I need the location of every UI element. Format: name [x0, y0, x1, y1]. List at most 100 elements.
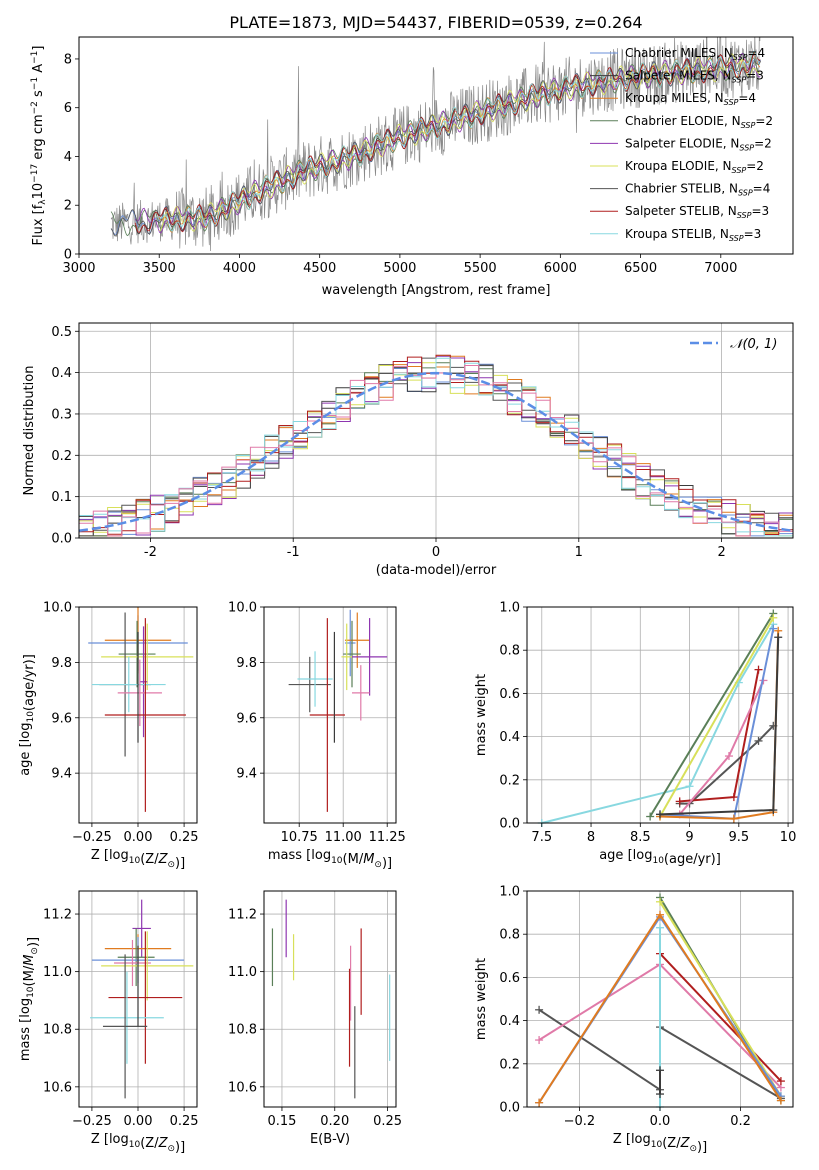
- y-tick-label: 0.6: [499, 687, 520, 702]
- x-axis-label: age [log10(age/yr)]: [599, 848, 721, 867]
- y-tick-label: 0.6: [499, 971, 520, 986]
- errorbars: [288, 609, 388, 812]
- y-tick-label: 11.0: [43, 965, 72, 980]
- x-axis-label: wavelength [Angstrom, rest frame]: [322, 283, 551, 298]
- y-tick-label: 10.8: [43, 1023, 72, 1038]
- y-tick-label: 0.2: [51, 449, 72, 464]
- x-axis-label: Z [log10(Z/Z⊙)]: [613, 1132, 707, 1155]
- x-tick-label: 6500: [624, 261, 657, 276]
- errorbars: [88, 607, 194, 812]
- y-tick-label: 0.4: [499, 730, 520, 745]
- plot-frame: [78, 36, 794, 255]
- x-tick-label: 0: [432, 545, 440, 560]
- y-tick-label: 9.8: [236, 656, 257, 671]
- y-tick-label: 1.0: [499, 885, 520, 900]
- x-tick-label: 2: [717, 545, 725, 560]
- y-tick-label: 0.2: [499, 773, 520, 788]
- x-tick-label: 0.15: [267, 1114, 296, 1129]
- x-tick-label: 0.25: [170, 1114, 199, 1129]
- frame-residuals: -2 -1 0 1 2 0.0 0.1 0.2 0.3 0.4 0.5: [51, 322, 794, 560]
- errorbars: [271, 899, 391, 1099]
- weight-line: [679, 725, 775, 805]
- y-tick-label: 0: [64, 248, 72, 263]
- weight-line: [659, 901, 782, 1097]
- x-tick-label: 1: [575, 545, 583, 560]
- histogram-step: [79, 357, 793, 537]
- y-axis-label: Flux [fλ10−17 erg cm−2 s−1 A−1]: [30, 46, 48, 246]
- legend: Chabrier MILES, NSSP=4 Salpeter MILES, NS…: [590, 46, 773, 243]
- x-tick-label: 5500: [464, 261, 497, 276]
- x-tick-label: 11.00: [325, 830, 362, 845]
- y-tick-label: 11.2: [43, 908, 72, 923]
- x-tick-label: 4000: [223, 261, 256, 276]
- frame-age-vs-mass: 10.75 11.00 11.25 9.4 9.6 9.8 10.0: [228, 601, 406, 846]
- y-axis-label: mass weight: [474, 958, 489, 1040]
- y-axis-label: mass weight: [474, 674, 489, 756]
- weight-line: [649, 612, 775, 818]
- x-axis-label: Z [log10(Z/Z⊙)]: [91, 848, 185, 871]
- y-axis-label: mass [log10(M/M⊙)]: [18, 937, 41, 1061]
- chart-title: PLATE=1873, MJD=54437, FIBERID=0539, z=0…: [229, 13, 642, 32]
- plot-frame: [263, 606, 397, 824]
- y-tick-label: 0.8: [499, 928, 520, 943]
- y-tick-label: 0.4: [499, 1014, 520, 1029]
- legend-label: Chabrier ELODIE, NSSP=2: [625, 114, 773, 130]
- frame-age-vs-Z: −0.25 0.00 0.25 9.4 9.6 9.8 10.0: [43, 601, 199, 846]
- legend-label: Salpeter MILES, NSSP=3: [625, 69, 764, 85]
- y-tick-label: 11.0: [228, 965, 257, 980]
- y-tick-label: 1.0: [499, 601, 520, 616]
- y-tick-label: 0.4: [51, 366, 72, 381]
- y-tick-label: 0.2: [499, 1057, 520, 1072]
- y-tick-label: 11.2: [228, 908, 257, 923]
- x-tick-label: 4500: [303, 261, 336, 276]
- errorbars: [90, 899, 194, 1099]
- labels-mass-vs-ebv: E(B-V): [310, 1132, 350, 1147]
- observed-spectrum: [110, 37, 761, 252]
- y-tick-label: 4: [64, 150, 72, 165]
- labels-massweight-vs-age: age [log10(age/yr)] mass weight: [474, 674, 721, 867]
- y-tick-label: 10.6: [228, 1080, 257, 1095]
- weight-line: [541, 623, 775, 824]
- x-tick-label: 9.5: [728, 830, 749, 845]
- x-tick-label: −0.25: [72, 830, 112, 845]
- plot-frame: [526, 606, 794, 824]
- y-tick-label: 6: [64, 101, 72, 116]
- y-tick-label: 9.6: [236, 711, 257, 726]
- weight-line: [659, 617, 775, 817]
- spectrum-lines: [110, 37, 761, 252]
- y-tick-label: 8: [64, 52, 72, 67]
- y-tick-label: 0.5: [51, 325, 72, 340]
- histogram-step: [79, 365, 793, 537]
- x-tick-label: 3500: [143, 261, 176, 276]
- y-tick-label: 0.0: [51, 532, 72, 547]
- legend-label: Chabrier STELIB, NSSP=4: [625, 182, 770, 198]
- x-tick-label: 8.5: [630, 830, 651, 845]
- x-axis-label: E(B-V): [310, 1132, 350, 1147]
- frame-mass-vs-Z: −0.25 0.00 0.25 10.6 10.8 11.0 11.2: [43, 890, 199, 1129]
- legend-label: Salpeter STELIB, NSSP=3: [625, 204, 769, 220]
- legend-label: Kroupa MILES, NSSP=4: [625, 91, 756, 107]
- legend-label: Chabrier MILES, NSSP=4: [625, 46, 765, 62]
- x-axis-label: mass [log10(M/M⊙)]: [268, 848, 392, 871]
- y-axis-label: age [log10(age/yr)]: [18, 654, 37, 776]
- frame-spectrum: 3000 3500 4000 4500 5000 5500 6000 6500 7000 0 2 4 6…: [62, 36, 794, 276]
- x-tick-label: 6000: [544, 261, 577, 276]
- frame-mass-vs-ebv: 0.15 0.20 0.25 10.6 10.8 11.0 11.2: [228, 890, 402, 1129]
- x-tick-label: 3000: [62, 261, 95, 276]
- model-line: [159, 53, 761, 232]
- legend-label: 𝒩(0, 1): [730, 337, 777, 352]
- x-tick-label: −0.25: [72, 1114, 112, 1129]
- y-tick-label: 10.8: [228, 1023, 257, 1038]
- x-axis-label: Z [log10(Z/Z⊙)]: [91, 1132, 185, 1155]
- x-tick-label: −0.2: [564, 1114, 596, 1129]
- labels-age-vs-mass: mass [log10(M/M⊙)]: [268, 848, 392, 871]
- y-tick-label: 10.0: [43, 601, 72, 616]
- frame-massweight-vs-Z: −0.2 0.0 0.2 0.0 0.2 0.4 0.6 0.8 1.0: [499, 885, 794, 1129]
- y-tick-label: 10.6: [43, 1080, 72, 1095]
- x-tick-label: 10: [780, 830, 797, 845]
- labels-residuals: (data-model)/error Normed distribution: [22, 366, 497, 578]
- y-tick-label: 0.0: [499, 1101, 520, 1116]
- x-axis-label: (data-model)/error: [376, 563, 497, 578]
- labels-massweight-vs-Z: Z [log10(Z/Z⊙)] mass weight: [474, 958, 707, 1155]
- y-tick-label: 9.4: [51, 767, 72, 782]
